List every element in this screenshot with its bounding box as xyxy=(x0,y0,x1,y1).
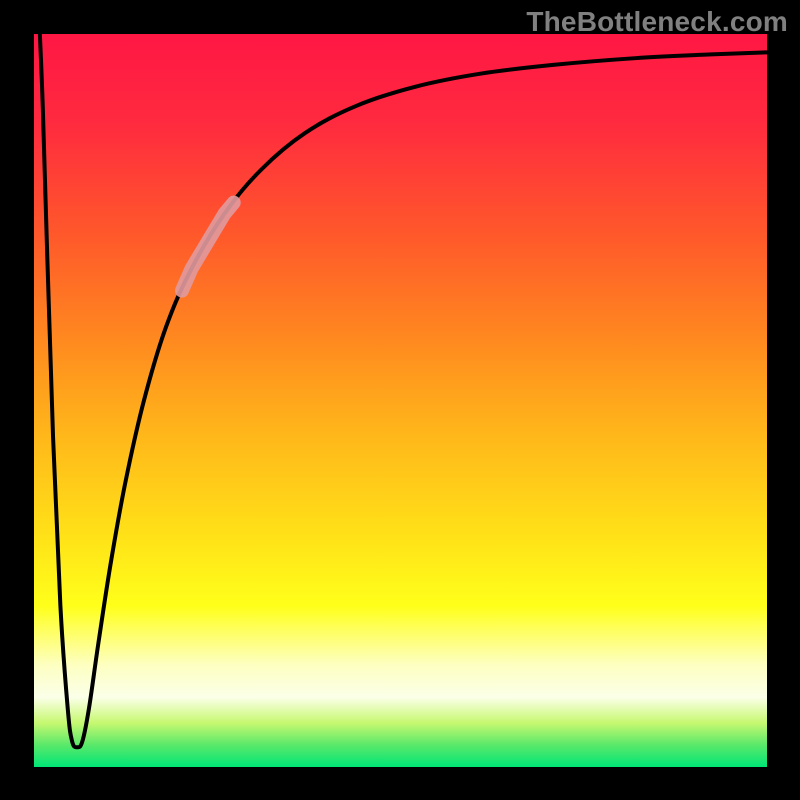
watermark-text: TheBottleneck.com xyxy=(526,6,788,38)
bottleneck-curve-chart xyxy=(0,0,800,800)
chart-container: TheBottleneck.com xyxy=(0,0,800,800)
